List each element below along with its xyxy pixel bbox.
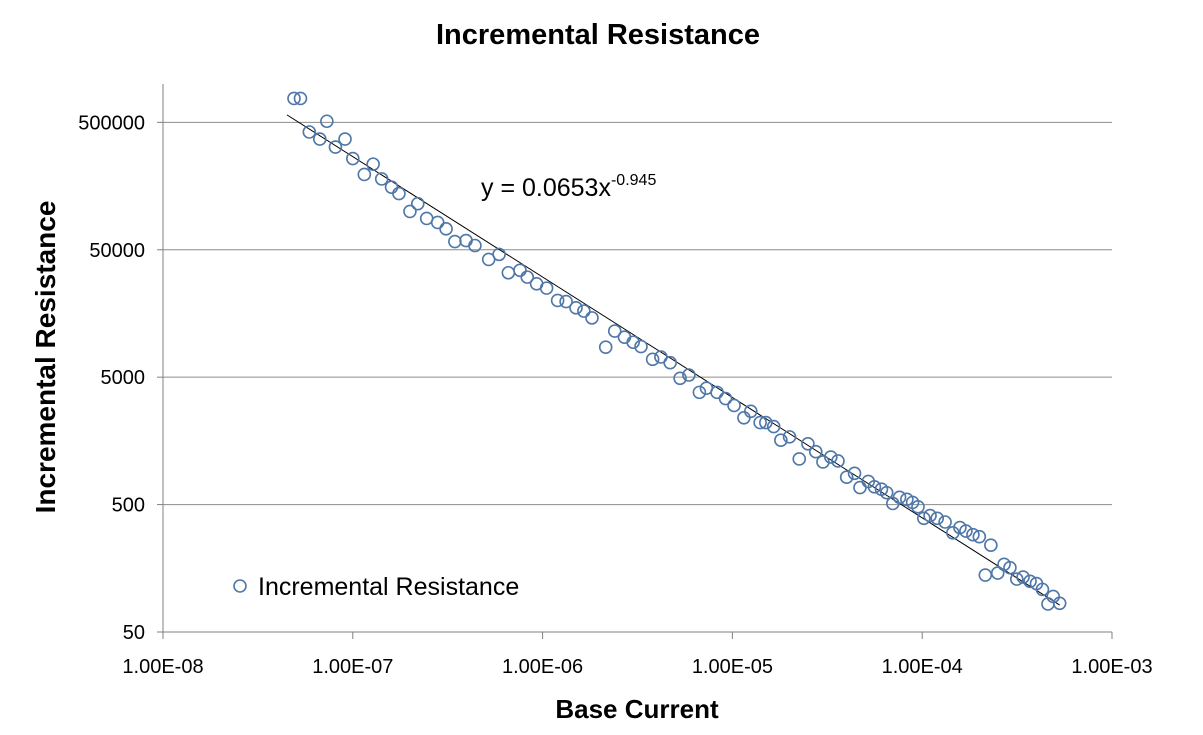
legend-marker [233, 579, 247, 593]
y-tick-label: 50000 [89, 240, 145, 262]
data-point [492, 247, 506, 262]
data-point [917, 511, 931, 526]
data-point [410, 196, 425, 211]
data-point [439, 222, 453, 236]
data-point [626, 335, 640, 350]
data-point [801, 436, 815, 451]
data-point [312, 132, 327, 146]
data-point [468, 238, 482, 253]
data-point [824, 450, 838, 464]
x-tick-label: 1.00E-03 [1071, 656, 1152, 678]
data-point [831, 454, 845, 468]
y-tick-label: 500000 [78, 112, 145, 134]
data-point [753, 415, 767, 430]
data-point [743, 404, 758, 419]
data-point [357, 167, 372, 182]
y-axis-title: Incremental Resistance [30, 201, 61, 514]
data-point [792, 452, 807, 466]
x-tick-label: 1.00E-07 [312, 656, 393, 678]
data-point [1016, 570, 1030, 584]
data-point [984, 538, 998, 553]
data-point [959, 524, 973, 538]
data-point [782, 430, 797, 444]
data-point [320, 114, 334, 129]
x-tick-label: 1.00E-06 [502, 656, 583, 678]
data-point [972, 529, 987, 544]
data-point [513, 263, 527, 278]
data-point [966, 527, 980, 542]
data-point [718, 391, 733, 406]
data-point [774, 433, 788, 448]
data-point [392, 186, 406, 201]
trendline-equation: y = 0.0653x-0.945 [481, 172, 656, 202]
data-point [403, 204, 417, 219]
data-point [569, 301, 583, 315]
data-point [1023, 574, 1037, 589]
data-point [338, 132, 352, 146]
data-point [923, 508, 937, 523]
x-tick-label: 1.00E-04 [882, 656, 963, 678]
data-point [1003, 560, 1017, 575]
data-point [938, 515, 952, 529]
axes: 50 500 5000 50000 500000 1.00E-08 1.00E-07 1.00… [78, 84, 1153, 678]
data-point [520, 270, 535, 284]
data-point [808, 444, 823, 459]
data-point [430, 215, 445, 230]
data-point [930, 511, 945, 526]
data-point [766, 419, 781, 434]
data-point [867, 479, 882, 494]
data-point [682, 368, 696, 382]
y-tick-label: 500 [112, 495, 145, 517]
data-point [539, 281, 554, 295]
legend-label: Incremental Resistance [258, 573, 519, 601]
data-point [585, 311, 599, 325]
y-tick-label: 5000 [101, 367, 146, 389]
data-point [673, 371, 687, 386]
y-tick-label: 50 [123, 622, 145, 644]
data-point [345, 151, 360, 166]
data-point [1052, 596, 1067, 611]
data-point [645, 352, 660, 367]
data-point [1035, 582, 1050, 597]
data-point [663, 355, 677, 370]
data-point [759, 415, 773, 430]
data-point [727, 398, 741, 413]
data-point [598, 340, 613, 354]
data-point [692, 385, 707, 400]
x-tick-label: 1.00E-05 [692, 656, 773, 678]
data-point [287, 91, 301, 106]
data-point [1009, 572, 1024, 586]
data-point [990, 566, 1005, 580]
data-point [577, 304, 591, 318]
x-tick-label: 1.00E-08 [122, 656, 203, 678]
data-point [879, 485, 894, 500]
legend: Incremental Resistance [233, 573, 519, 601]
data-point [328, 140, 343, 154]
data-point [559, 294, 573, 309]
data-point [366, 157, 380, 171]
data-points [287, 91, 1067, 611]
data-point [634, 339, 648, 354]
data-point [892, 490, 907, 505]
data-point [607, 324, 622, 338]
data-point [911, 500, 925, 514]
data-point [374, 172, 389, 186]
data-point [847, 466, 862, 481]
chart-title: Incremental Resistance [436, 19, 760, 51]
trendline [286, 114, 1060, 606]
trendline-equation-exponent: -0.945 [611, 172, 656, 189]
data-point [550, 293, 565, 308]
data-point [839, 470, 854, 485]
trendline-equation-base: y = 0.0653x [481, 174, 611, 202]
x-axis-title: Base Current [555, 694, 719, 724]
trendline-layer [286, 114, 1060, 606]
data-point [302, 125, 317, 139]
data-point [293, 91, 308, 106]
